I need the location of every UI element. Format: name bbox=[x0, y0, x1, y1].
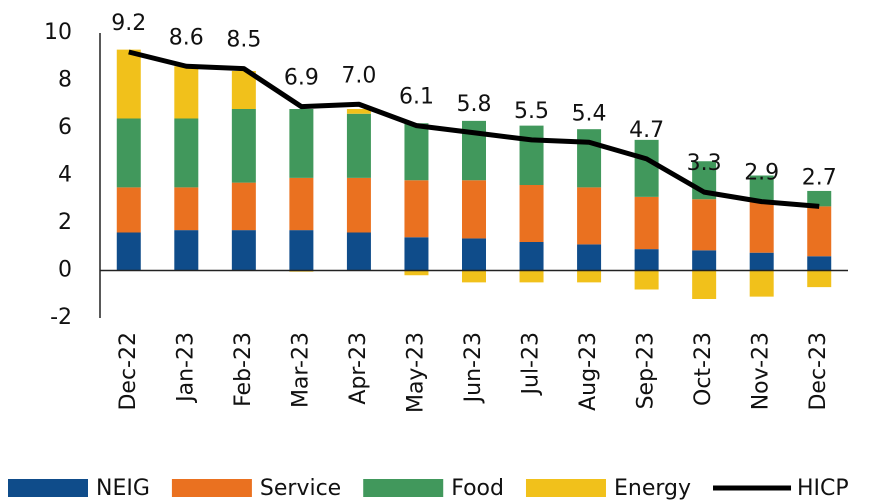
bar-segment bbox=[346, 177, 371, 233]
x-tick-label: Sep-23 bbox=[634, 332, 659, 409]
bar-segment bbox=[231, 109, 256, 183]
x-tick-label: Mar-23 bbox=[288, 332, 313, 408]
bar-segment bbox=[346, 109, 371, 114]
bar-segment bbox=[404, 237, 429, 271]
data-label: 2.7 bbox=[802, 165, 837, 190]
bar-segment bbox=[519, 125, 544, 185]
bar-segment bbox=[807, 206, 832, 257]
bar-segment bbox=[692, 199, 717, 251]
data-label: 5.4 bbox=[572, 101, 607, 126]
bar-segment bbox=[116, 49, 141, 119]
y-tick-label: 2 bbox=[58, 210, 72, 235]
bar-segment bbox=[519, 242, 544, 271]
bar-segment bbox=[692, 250, 717, 271]
bar-segment bbox=[289, 177, 314, 231]
bar-segment bbox=[462, 180, 486, 239]
legend-swatch bbox=[8, 479, 88, 497]
legend-label: Service bbox=[260, 476, 341, 501]
x-tick-label: Feb-23 bbox=[231, 332, 256, 407]
bar-segment bbox=[807, 270, 832, 288]
bar-segment bbox=[577, 187, 602, 245]
legend-label: NEIG bbox=[96, 476, 150, 501]
y-tick-label: 0 bbox=[58, 258, 72, 283]
x-tick-label: Dec-22 bbox=[116, 332, 141, 411]
data-label: 9.2 bbox=[111, 11, 146, 36]
y-tick-label: 4 bbox=[58, 163, 72, 188]
x-tick-label: Dec-23 bbox=[806, 332, 831, 411]
data-label: 8.5 bbox=[226, 28, 261, 53]
bar-segment bbox=[634, 270, 659, 290]
data-label: 5.5 bbox=[514, 99, 549, 124]
x-tick-label: Jan-23 bbox=[173, 332, 198, 404]
x-tick-label: Jun-23 bbox=[461, 332, 486, 404]
bar-segment bbox=[289, 230, 314, 271]
bar-segment bbox=[634, 249, 659, 271]
legend-swatch bbox=[525, 479, 606, 497]
x-tick-label: Oct-23 bbox=[691, 332, 716, 406]
data-label: 2.9 bbox=[744, 161, 779, 186]
legend-label: HICP bbox=[797, 476, 849, 501]
x-tick-label: Jul-23 bbox=[519, 332, 544, 396]
legend-swatch bbox=[363, 479, 444, 497]
bar-segment bbox=[404, 180, 429, 238]
data-label: 3.3 bbox=[687, 151, 722, 176]
bar-segment bbox=[749, 175, 774, 201]
y-tick-label: 8 bbox=[58, 68, 72, 93]
bar-segment bbox=[116, 118, 141, 188]
legend-label: Food bbox=[451, 476, 504, 501]
bar-segment bbox=[634, 196, 659, 250]
bar-segment bbox=[577, 270, 602, 283]
bar-segment bbox=[116, 232, 141, 271]
bar-segment bbox=[519, 270, 544, 283]
bar-segment bbox=[462, 270, 486, 283]
bar-segment bbox=[174, 187, 199, 231]
bar-segment bbox=[404, 123, 429, 181]
y-tick-label: 10 bbox=[44, 20, 72, 45]
bar-segment bbox=[577, 244, 602, 271]
bar-segment bbox=[346, 232, 371, 271]
bar-segment bbox=[289, 109, 314, 178]
y-tick-label: -2 bbox=[50, 305, 72, 330]
bar-segment bbox=[174, 66, 199, 119]
bar-segment bbox=[519, 185, 544, 242]
line bbox=[128, 49, 820, 209]
bar-segment bbox=[749, 252, 774, 271]
bar-segment bbox=[807, 190, 832, 207]
bar-segment bbox=[749, 270, 774, 297]
data-label: 4.7 bbox=[629, 118, 664, 143]
bar-segment bbox=[577, 129, 602, 188]
y-tick-label: 6 bbox=[58, 115, 72, 140]
bar-segment bbox=[231, 71, 256, 109]
legend-label: Energy bbox=[614, 476, 691, 501]
bar-segment bbox=[174, 118, 199, 188]
x-tick-label: Apr-23 bbox=[346, 332, 371, 405]
x-tick-label: Nov-23 bbox=[749, 332, 774, 410]
data-label: 7.0 bbox=[341, 63, 376, 88]
bar-segment bbox=[462, 238, 486, 271]
bar-segment bbox=[116, 187, 141, 233]
legend-swatch bbox=[171, 479, 252, 497]
data-label: 5.8 bbox=[457, 92, 492, 117]
bar-segment bbox=[231, 182, 256, 231]
data-label: 8.6 bbox=[169, 25, 204, 50]
data-label: 6.9 bbox=[284, 66, 319, 91]
x-tick-label: Aug-23 bbox=[576, 332, 601, 411]
bar-segment bbox=[749, 200, 774, 253]
x-tick-label: May-23 bbox=[403, 332, 428, 413]
bar-segment bbox=[174, 230, 199, 271]
bar-segment bbox=[807, 256, 832, 271]
bar-segment bbox=[634, 139, 659, 197]
bar-segment bbox=[346, 113, 371, 178]
data-label: 6.1 bbox=[399, 85, 434, 110]
bar-segment bbox=[231, 230, 256, 271]
bar-segment bbox=[404, 270, 429, 276]
bar-segment bbox=[692, 270, 717, 299]
